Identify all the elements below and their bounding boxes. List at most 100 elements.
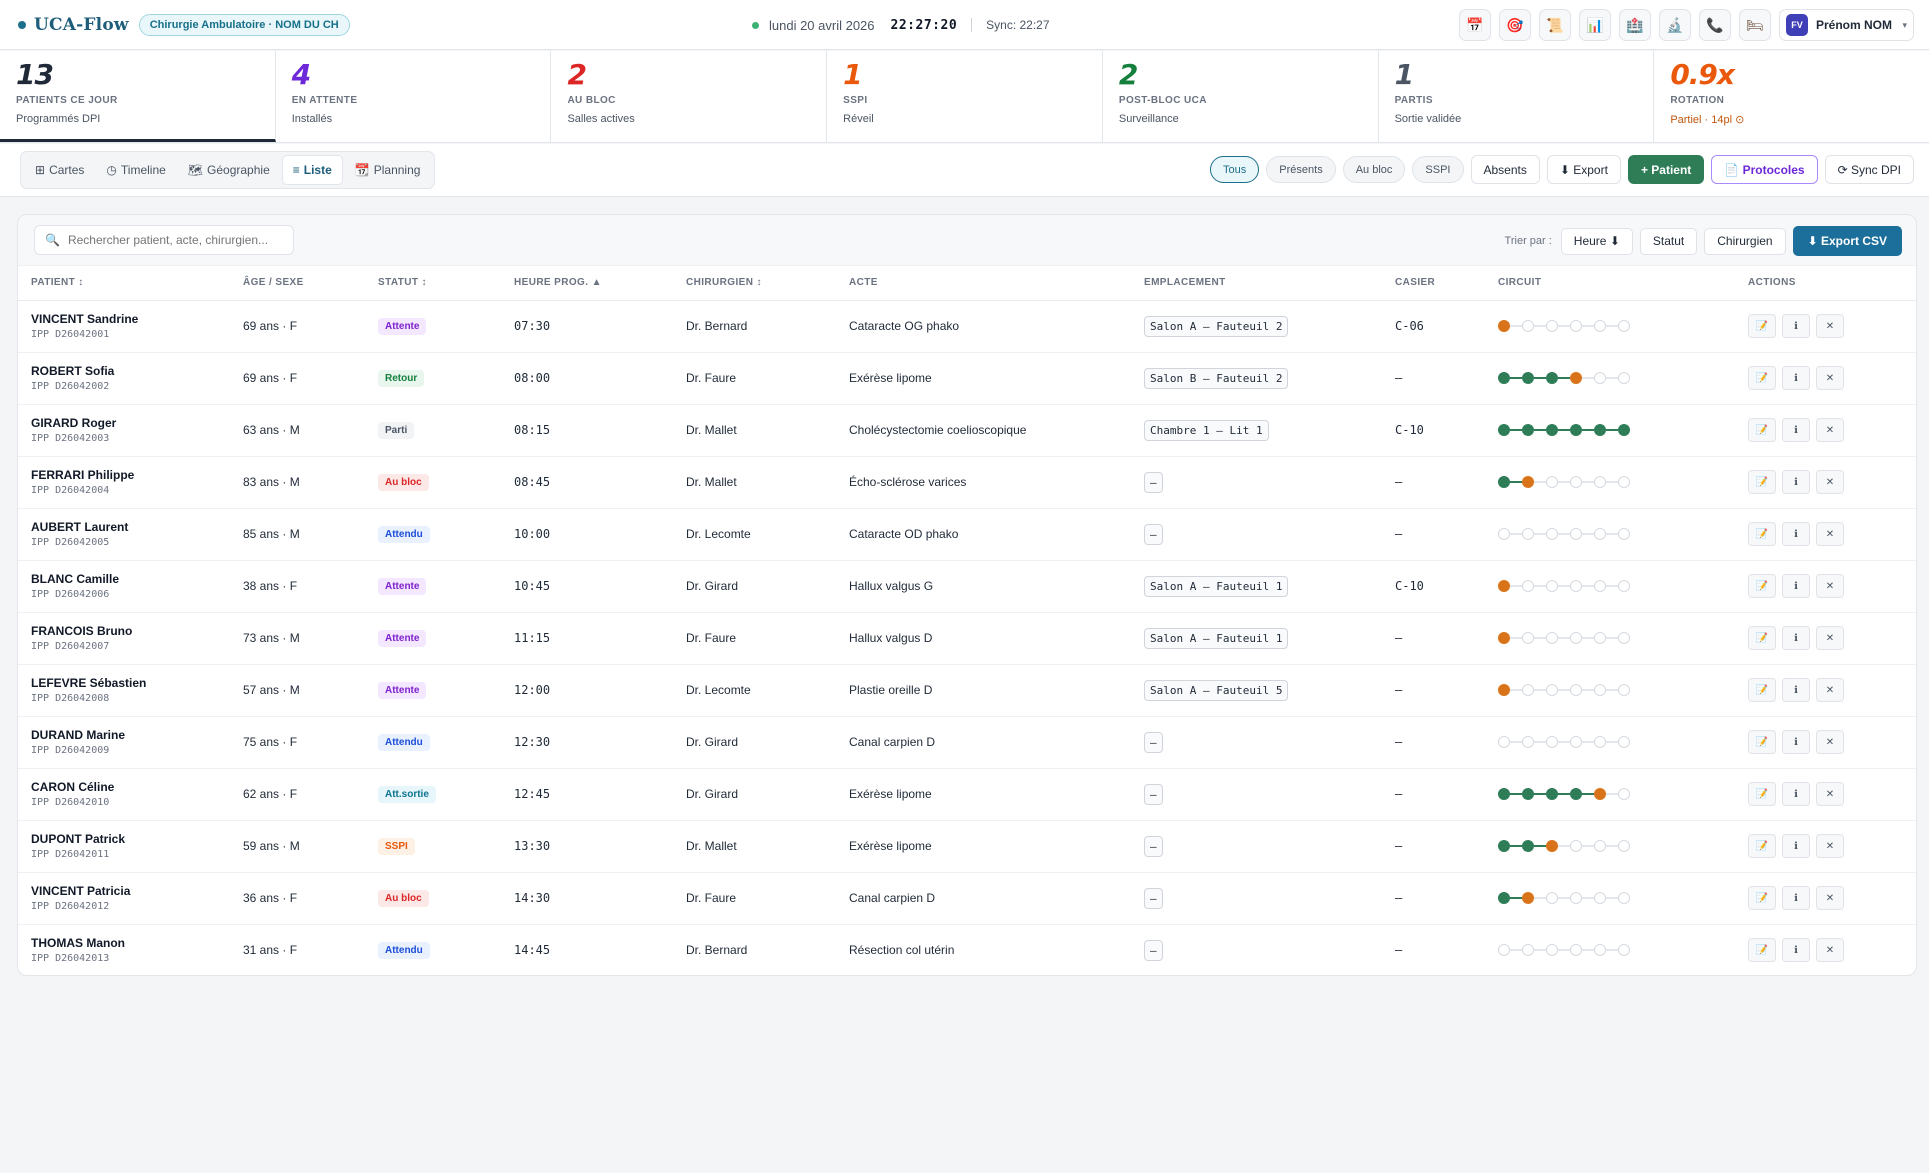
table-row[interactable]: GIRARD Roger IPP D26042003 63 ans · M Parti…: [18, 404, 1916, 457]
edit-icon[interactable]: 📝: [1748, 730, 1776, 754]
filter-absents[interactable]: Absents: [1470, 155, 1540, 184]
close-icon[interactable]: ✕: [1816, 730, 1844, 754]
location-tag[interactable]: –: [1144, 731, 1163, 753]
kpi-card[interactable]: 4 EN ATTENTE Installés: [276, 51, 552, 142]
table-row[interactable]: FRANCOIS Bruno IPP D26042007 73 ans · M Att…: [18, 612, 1916, 665]
tab-timeline[interactable]: ◷ Timeline: [96, 155, 175, 185]
info-icon[interactable]: ℹ: [1782, 626, 1810, 650]
location-tag[interactable]: Salon A – Fauteuil 1: [1144, 575, 1289, 597]
location-tag[interactable]: –: [1144, 523, 1163, 545]
protocoles-button[interactable]: 📄 Protocoles: [1711, 155, 1818, 184]
close-icon[interactable]: ✕: [1816, 938, 1844, 962]
filter-sspi[interactable]: SSPI: [1412, 156, 1464, 183]
kpi-card[interactable]: 1 SSPI Réveil: [827, 51, 1103, 142]
search-input[interactable]: [67, 233, 283, 247]
close-icon[interactable]: ✕: [1816, 418, 1844, 442]
patient-name[interactable]: ROBERT Sofia: [31, 364, 115, 378]
table-row[interactable]: LEFEVRE Sébastien IPP D26042008 57 ans · M…: [18, 664, 1916, 717]
close-icon[interactable]: ✕: [1816, 626, 1844, 650]
info-icon[interactable]: ℹ: [1782, 730, 1810, 754]
location-tag[interactable]: Salon A – Fauteuil 5: [1144, 679, 1289, 701]
close-icon[interactable]: ✕: [1816, 678, 1844, 702]
info-icon[interactable]: ℹ: [1782, 938, 1810, 962]
table-row[interactable]: DUPONT Patrick IPP D26042011 59 ans · M SSP…: [18, 820, 1916, 873]
phone-icon[interactable]: 📞: [1699, 9, 1731, 41]
tab-geographie[interactable]: 🗺 Géographie: [178, 155, 280, 185]
table-row[interactable]: THOMAS Manon IPP D26042013 31 ans · F Atten…: [18, 924, 1916, 975]
sort-chirurgien-button[interactable]: Chirurgien: [1704, 227, 1786, 255]
close-icon[interactable]: ✕: [1816, 886, 1844, 910]
add-patient-button[interactable]: + Patient: [1627, 155, 1705, 184]
edit-icon[interactable]: 📝: [1748, 834, 1776, 858]
table-row[interactable]: FERRARI Philippe IPP D26042004 83 ans · M A…: [18, 456, 1916, 509]
kpi-card[interactable]: 2 AU BLOC Salles actives: [551, 51, 828, 142]
table-row[interactable]: CARON Céline IPP D26042010 62 ans · F Att.s…: [18, 768, 1916, 821]
col-statut[interactable]: STATUT ↕: [365, 266, 501, 301]
location-tag[interactable]: Salon A – Fauteuil 1: [1144, 627, 1289, 649]
location-tag[interactable]: Salon A – Fauteuil 2: [1144, 315, 1289, 337]
patient-name[interactable]: GIRARD Roger: [31, 416, 117, 430]
user-menu[interactable]: FV Prénom NOM ▾: [1779, 9, 1914, 41]
patient-name[interactable]: THOMAS Manon: [31, 936, 125, 950]
edit-icon[interactable]: 📝: [1748, 574, 1776, 598]
hospital-icon[interactable]: 🏥: [1619, 9, 1651, 41]
patient-name[interactable]: VINCENT Sandrine: [31, 312, 139, 326]
location-tag[interactable]: Salon B – Fauteuil 2: [1144, 367, 1289, 389]
info-icon[interactable]: ℹ: [1782, 834, 1810, 858]
kpi-card[interactable]: 0.9x ROTATION Partiel · 14pl ⊙: [1654, 51, 1929, 142]
sort-heure-button[interactable]: Heure ⬇: [1560, 227, 1633, 255]
kpi-card[interactable]: 1 PARTIS Sortie validée: [1379, 51, 1655, 142]
patient-name[interactable]: LEFEVRE Sébastien: [31, 676, 147, 690]
edit-icon[interactable]: 📝: [1748, 470, 1776, 494]
edit-icon[interactable]: 📝: [1748, 782, 1776, 806]
info-icon[interactable]: ℹ: [1782, 522, 1810, 546]
edit-icon[interactable]: 📝: [1748, 626, 1776, 650]
patient-name[interactable]: DUPONT Patrick: [31, 832, 126, 846]
tab-planning[interactable]: 📆 Planning: [345, 155, 431, 185]
close-icon[interactable]: ✕: [1816, 522, 1844, 546]
table-row[interactable]: VINCENT Patricia IPP D26042012 36 ans · F A…: [18, 872, 1916, 925]
edit-icon[interactable]: 📝: [1748, 938, 1776, 962]
close-icon[interactable]: ✕: [1816, 314, 1844, 338]
info-icon[interactable]: ℹ: [1782, 418, 1810, 442]
microscope-icon[interactable]: 🔬: [1659, 9, 1691, 41]
kpi-card[interactable]: 13 PATIENTS CE JOUR Programmés DPI: [0, 51, 276, 142]
bed-icon[interactable]: 🛏: [1739, 9, 1771, 41]
brand[interactable]: UCA-Flow: [18, 15, 129, 35]
info-icon[interactable]: ℹ: [1782, 782, 1810, 806]
stats-chart-icon[interactable]: 📊: [1579, 9, 1611, 41]
info-icon[interactable]: ℹ: [1782, 886, 1810, 910]
info-icon[interactable]: ℹ: [1782, 574, 1810, 598]
location-tag[interactable]: –: [1144, 835, 1163, 857]
table-row[interactable]: ROBERT Sofia IPP D26042002 69 ans · F Retou…: [18, 352, 1916, 405]
patient-name[interactable]: VINCENT Patricia: [31, 884, 131, 898]
close-icon[interactable]: ✕: [1816, 366, 1844, 390]
info-icon[interactable]: ℹ: [1782, 678, 1810, 702]
table-row[interactable]: AUBERT Laurent IPP D26042005 85 ans · M Att…: [18, 508, 1916, 561]
patient-name[interactable]: FERRARI Philippe: [31, 468, 135, 482]
col-chirurgien[interactable]: CHIRURGIEN ↕: [673, 266, 836, 301]
edit-icon[interactable]: 📝: [1748, 314, 1776, 338]
patient-name[interactable]: CARON Céline: [31, 780, 115, 794]
edit-icon[interactable]: 📝: [1748, 886, 1776, 910]
filter-au-bloc[interactable]: Au bloc: [1342, 156, 1406, 183]
info-icon[interactable]: ℹ: [1782, 366, 1810, 390]
export-csv-button[interactable]: ⬇ Export CSV: [1792, 226, 1902, 256]
sync-dpi-button[interactable]: ⟳ Sync DPI: [1824, 155, 1914, 184]
edit-icon[interactable]: 📝: [1748, 418, 1776, 442]
export-button[interactable]: ⬇ Export: [1546, 155, 1621, 184]
table-row[interactable]: BLANC Camille IPP D26042006 38 ans · F Atte…: [18, 560, 1916, 613]
patient-name[interactable]: FRANCOIS Bruno: [31, 624, 133, 638]
calendar-icon[interactable]: 📅: [1459, 9, 1491, 41]
info-icon[interactable]: ℹ: [1782, 314, 1810, 338]
tab-liste[interactable]: ≡ Liste: [281, 155, 343, 185]
location-tag[interactable]: –: [1144, 939, 1163, 961]
close-icon[interactable]: ✕: [1816, 834, 1844, 858]
location-tag[interactable]: –: [1144, 471, 1163, 493]
location-tag[interactable]: –: [1144, 783, 1163, 805]
edit-icon[interactable]: 📝: [1748, 366, 1776, 390]
filter-presents[interactable]: Présents: [1266, 156, 1336, 183]
sort-statut-button[interactable]: Statut: [1639, 227, 1698, 255]
filter-tous[interactable]: Tous: [1210, 156, 1260, 183]
patient-name[interactable]: BLANC Camille: [31, 572, 120, 586]
